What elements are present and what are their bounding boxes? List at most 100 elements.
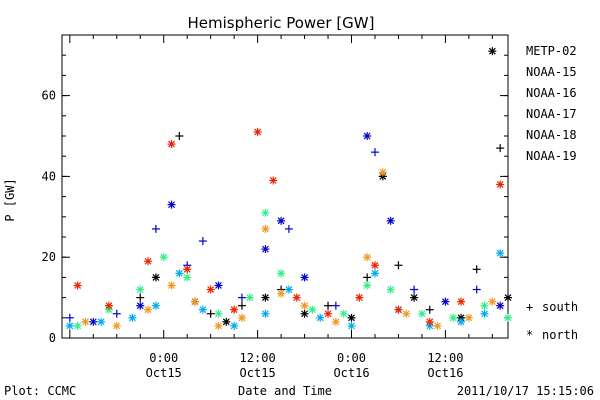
data-point-north [159, 253, 168, 262]
series-noaa-16 [65, 249, 505, 330]
x-tick-date-label: Oct15 [146, 366, 182, 380]
data-point-north [144, 305, 153, 314]
y-tick-label: 0 [49, 331, 56, 345]
data-point-north [504, 313, 512, 322]
data-point-north [355, 293, 364, 302]
data-point-north [261, 245, 270, 254]
y-axis: 0 20 40 60 [42, 34, 508, 345]
data-point-south [370, 148, 379, 157]
data-marks [65, 47, 512, 330]
data-point-north [386, 285, 395, 294]
legend-entry: NOAA-19 [526, 149, 577, 163]
data-point-north [167, 140, 176, 149]
data-point-north [363, 281, 372, 290]
x-tick-time-label: 0:00 [337, 351, 366, 365]
legend-entry: NOAA-18 [526, 128, 577, 142]
data-point-north [261, 293, 270, 302]
data-point-north [378, 168, 387, 177]
data-point-south [472, 285, 481, 294]
data-point-north [261, 208, 270, 217]
data-point-north [97, 317, 106, 326]
marker-legend-symbol: + [526, 300, 533, 314]
marker-legend-label: north [542, 328, 578, 342]
y-axis-label: P [GW] [3, 178, 17, 221]
series-metp-02 [136, 47, 512, 326]
data-point-north [441, 297, 450, 306]
marker-legend-label: south [542, 300, 578, 314]
data-point-south [496, 144, 505, 153]
series-noaa-17 [73, 208, 512, 330]
data-point-south [472, 265, 481, 274]
data-point-south [237, 301, 246, 310]
data-point-north [277, 289, 286, 298]
data-point-north [277, 216, 286, 225]
data-point-south [324, 301, 333, 310]
data-point-north [198, 305, 207, 314]
legend-entry: NOAA-16 [526, 86, 577, 100]
data-point-north [136, 301, 145, 310]
data-point-south [112, 309, 121, 318]
data-point-north [363, 132, 372, 140]
x-tick-time-label: 12:00 [427, 351, 463, 365]
x-axis-label: Date and Time [238, 384, 332, 398]
data-point-north [253, 127, 262, 136]
data-point-south [363, 273, 372, 282]
data-point-north [151, 301, 160, 310]
data-point-north [89, 317, 98, 326]
data-point-north [261, 224, 270, 233]
data-point-north [136, 285, 145, 294]
data-point-north [183, 273, 192, 282]
y-tick-label: 40 [42, 169, 56, 183]
x-tick-date-label: Oct16 [427, 366, 463, 380]
data-point-south [136, 293, 145, 302]
data-point-north [433, 321, 442, 330]
data-point-north [402, 309, 411, 318]
data-point-south [237, 293, 246, 302]
data-point-north [363, 253, 372, 262]
data-point-north [214, 281, 223, 290]
legend: METP-02 NOAA-15 NOAA-16 NOAA-17 NOAA-18 NOAA-… [526, 44, 578, 342]
plot-area [61, 34, 509, 339]
data-point-south [65, 313, 74, 322]
data-point-north [144, 257, 153, 266]
data-point-north [370, 269, 379, 278]
data-point-north [324, 309, 333, 318]
data-point-north [308, 305, 317, 314]
data-point-north [457, 297, 466, 306]
data-point-south [425, 305, 434, 314]
data-point-north [316, 313, 325, 322]
legend-entry: NOAA-17 [526, 107, 577, 121]
data-point-north [167, 281, 176, 290]
data-point-north [370, 261, 379, 270]
data-point-south [151, 224, 160, 233]
data-point-north [300, 273, 309, 282]
data-point-north [269, 176, 278, 185]
data-point-north [417, 309, 426, 318]
data-point-north [300, 301, 309, 310]
data-point-north [277, 269, 286, 278]
data-point-north [167, 200, 176, 209]
data-point-north [488, 47, 497, 56]
series-noaa-15 [65, 132, 505, 326]
data-point-north [104, 301, 113, 310]
marker-legend-symbol: * [526, 328, 533, 342]
data-point-north [230, 321, 239, 330]
y-tick-label: 20 [42, 250, 56, 264]
y-tick-label: 60 [42, 89, 56, 103]
data-point-north [237, 313, 246, 322]
data-point-north [261, 309, 270, 318]
data-point-north [394, 305, 403, 314]
data-point-north [347, 313, 356, 322]
data-point-north [183, 265, 192, 274]
data-point-north [128, 313, 137, 322]
data-point-north [81, 317, 90, 326]
data-point-north [214, 309, 223, 318]
data-point-north [488, 297, 497, 306]
data-point-north [245, 293, 254, 302]
plot-credit: Plot: CCMC [4, 384, 76, 398]
x-tick-date-label: Oct15 [240, 366, 276, 380]
data-point-north [112, 321, 121, 330]
data-point-south [206, 309, 215, 318]
